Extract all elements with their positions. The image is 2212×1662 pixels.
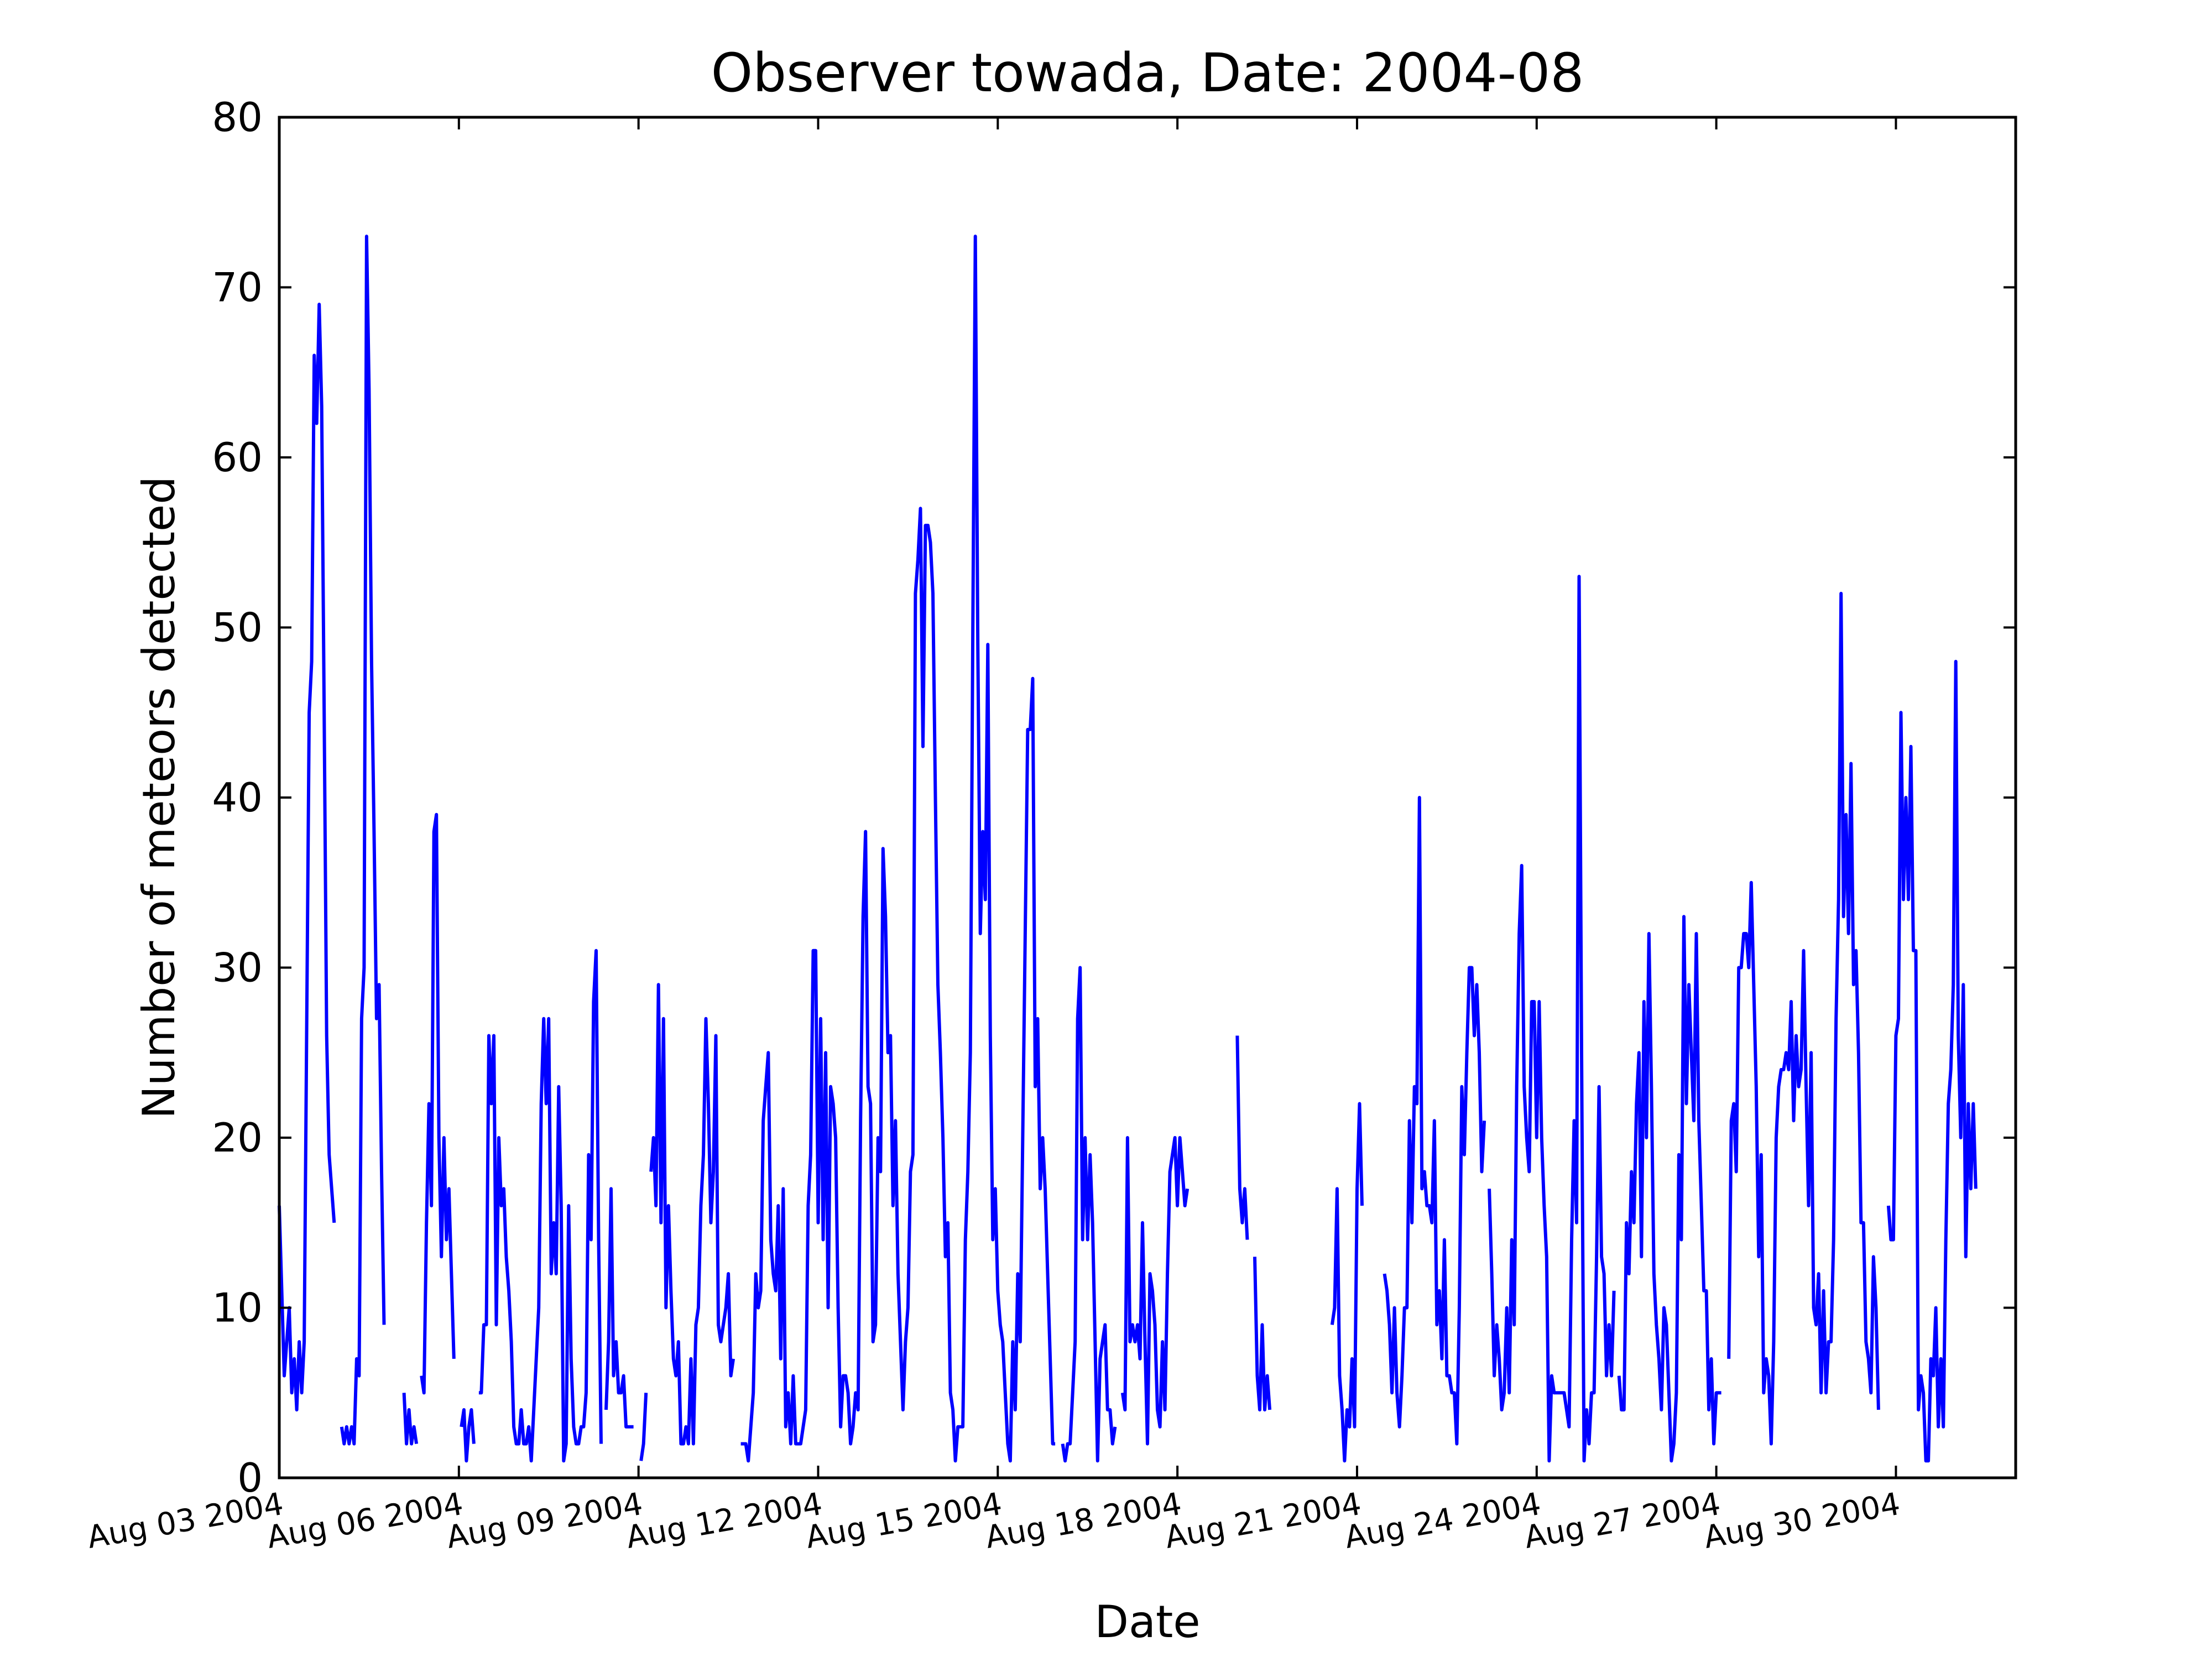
series-line-segment-1-17 bbox=[1488, 575, 1616, 1463]
y-tick-label: 80 bbox=[212, 94, 263, 140]
series-line-segment-1-19 bbox=[1727, 592, 1880, 1446]
series-line-segment-1-12 bbox=[1120, 1136, 1190, 1446]
series-line-segment-1-4 bbox=[420, 812, 456, 1395]
y-tick-label: 50 bbox=[212, 605, 263, 651]
series-line-segment-1-20 bbox=[1886, 660, 1978, 1463]
series-line-segment-1-3 bbox=[402, 1393, 419, 1446]
y-tick-label: 20 bbox=[212, 1114, 263, 1161]
series-line-segment-1-18 bbox=[1617, 915, 1721, 1463]
series-line-segment-1-7 bbox=[604, 1187, 634, 1429]
y-tick-label: 70 bbox=[212, 264, 263, 311]
y-tick-label: 40 bbox=[212, 774, 263, 821]
series-line-segment-1-2 bbox=[340, 235, 386, 1446]
series-line-segment-1-9 bbox=[649, 983, 735, 1446]
y-axis: 0 10 20 30 40 50 60 70 80 bbox=[212, 94, 2016, 1501]
series-line-segment-1-10 bbox=[740, 235, 1056, 1463]
series-line-segment-1-6 bbox=[478, 949, 603, 1463]
series-line-segment-1-15 bbox=[1330, 1102, 1364, 1463]
series-line-segment-1-5 bbox=[460, 1408, 476, 1463]
plot-frame bbox=[278, 116, 2017, 1479]
series-line-segment-1-11 bbox=[1061, 966, 1117, 1463]
series-line-segment-1-8 bbox=[639, 1393, 648, 1461]
series-line-segment-1-13 bbox=[1235, 1035, 1249, 1240]
y-tick-label: 30 bbox=[212, 945, 263, 991]
y-tick-label: 60 bbox=[212, 434, 263, 481]
series-line-segment-1-1 bbox=[278, 303, 336, 1411]
series-line-segment-1-16 bbox=[1383, 796, 1486, 1446]
x-axis-label: Date bbox=[1094, 1596, 1200, 1648]
y-axis-label: Number of meteors detected bbox=[133, 476, 185, 1119]
y-tick-label: 0 bbox=[237, 1455, 263, 1501]
y-tick-label: 10 bbox=[212, 1285, 263, 1331]
series-line-segment-1-14 bbox=[1253, 1257, 1272, 1411]
chart-title: Observer towada, Date: 2004-08 bbox=[711, 42, 1584, 104]
series-layer bbox=[278, 235, 1978, 1463]
